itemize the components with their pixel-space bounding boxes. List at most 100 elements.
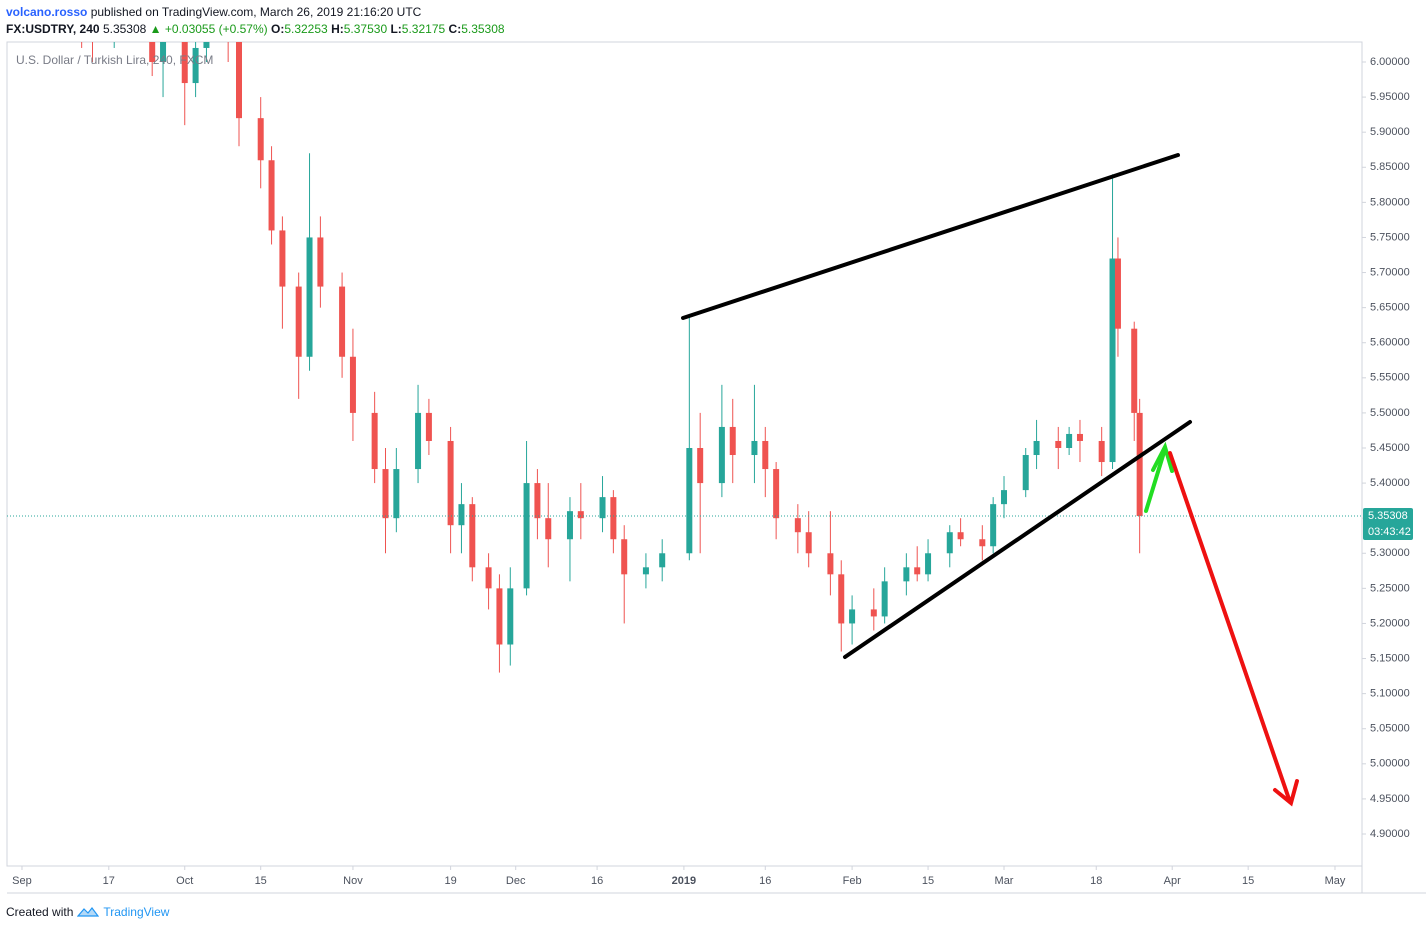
- candle-body: [485, 567, 492, 589]
- candle-body: [90, 27, 96, 34]
- ohlc-label: C:: [448, 22, 462, 36]
- symbol-info: FX:USDTRY, 240 5.35308 ▲ +0.03055 (+0.57…: [6, 22, 505, 36]
- ohlc-value: 5.35308: [461, 22, 505, 36]
- candle-body: [870, 609, 877, 617]
- y-tick-label: 5.80000: [1370, 196, 1410, 208]
- candle-body: [827, 553, 834, 575]
- candle-body: [914, 567, 921, 575]
- candle-body: [1055, 440, 1062, 448]
- candle-body: [496, 588, 503, 645]
- last-price-tag: [1363, 508, 1413, 541]
- candle-body: [306, 237, 313, 357]
- y-tick-label: 5.60000: [1370, 337, 1410, 349]
- red-arrow-head: [1273, 779, 1299, 807]
- candle-body: [192, 47, 199, 84]
- candle-body: [393, 469, 400, 519]
- candle-body: [268, 160, 275, 231]
- candle-body: [1109, 258, 1116, 463]
- y-tick-label: 5.25000: [1370, 582, 1410, 594]
- candle-body: [1131, 328, 1138, 413]
- candle-body: [718, 426, 725, 484]
- candle-body: [425, 412, 432, 441]
- x-tick-label: Nov: [343, 875, 363, 887]
- x-tick-label: 17: [103, 875, 115, 887]
- y-tick-label: 5.75000: [1370, 231, 1410, 243]
- candle-body: [545, 518, 552, 540]
- y-tick-label: 5.10000: [1370, 688, 1410, 700]
- ohlc: O:5.32253 H:5.37530 L:5.32175 C:5.35308: [271, 22, 505, 36]
- y-tick-label: 5.00000: [1370, 758, 1410, 770]
- candle-body: [1022, 455, 1029, 491]
- countdown: 03:43:42: [1368, 526, 1411, 538]
- plot-frame: [6, 41, 1363, 867]
- y-tick-label: 5.20000: [1370, 617, 1410, 629]
- candle-body: [1098, 440, 1105, 463]
- candle-body: [382, 469, 389, 519]
- candle-body: [1001, 490, 1008, 505]
- candle-body: [225, 27, 231, 41]
- x-tick-label: 2019: [672, 875, 696, 887]
- candle-body: [881, 581, 888, 617]
- candle-body: [849, 609, 856, 624]
- y-tick-label: 6.00000: [1370, 56, 1410, 68]
- x-tick-label: 16: [759, 875, 771, 887]
- candle-body: [181, 42, 188, 84]
- candle-body: [257, 118, 264, 161]
- candle-body: [729, 426, 736, 456]
- candle-body: [79, 0, 85, 27]
- publish-info: volcano.rosso published on TradingView.c…: [6, 5, 421, 19]
- candle-body: [697, 447, 704, 484]
- candle-body: [838, 574, 845, 624]
- candle-body: [659, 553, 666, 568]
- y-tick-label: 5.15000: [1370, 652, 1410, 664]
- candle-body: [111, 6, 117, 34]
- x-tick-label: Oct: [176, 875, 193, 887]
- candle-body: [1066, 433, 1073, 448]
- y-tick-label: 5.95000: [1370, 91, 1410, 103]
- candle-body: [349, 356, 356, 413]
- candle-body: [279, 230, 286, 287]
- candle-body: [925, 553, 932, 575]
- candle-body: [317, 237, 324, 287]
- price: 5.35308: [102, 22, 147, 36]
- ohlc-label: H:: [331, 22, 344, 36]
- candle-body: [507, 588, 514, 645]
- y-tick-label: 5.85000: [1370, 161, 1410, 173]
- candle-body: [523, 483, 530, 589]
- x-tick-label: 15: [922, 875, 934, 887]
- author[interactable]: volcano.rosso: [6, 5, 88, 19]
- y-tick-label: 4.95000: [1370, 793, 1410, 805]
- candle-body: [1033, 440, 1040, 456]
- x-tick-label: 19: [444, 875, 456, 887]
- footer-brand[interactable]: TradingView: [103, 905, 170, 919]
- footer: Created with TradingView: [6, 905, 169, 919]
- ohlc-value: 5.32175: [401, 22, 446, 36]
- candle-body: [236, 42, 243, 119]
- candle-body: [903, 567, 910, 582]
- y-tick-label: 5.65000: [1370, 302, 1410, 314]
- x-tick-label: 15: [1242, 875, 1254, 887]
- candle-body: [447, 440, 454, 526]
- y-tick-label: 5.05000: [1370, 723, 1410, 735]
- chart-title: U.S. Dollar / Turkish Lira, 240, FXCM: [16, 53, 213, 67]
- published: published on TradingView.com, March 26, …: [90, 5, 422, 19]
- change: ▲ +0.03055 (+0.57%): [149, 22, 268, 36]
- candle-body: [621, 539, 628, 575]
- support-line: [843, 420, 1192, 659]
- x-tick-label: Dec: [506, 875, 526, 887]
- x-tick-label: May: [1325, 875, 1346, 887]
- candle-body: [957, 532, 964, 540]
- y-tick-label: 4.90000: [1370, 828, 1410, 840]
- candle-body: [1076, 433, 1083, 441]
- y-tick-label: 5.70000: [1370, 266, 1410, 278]
- candle-body: [610, 497, 617, 540]
- ohlc-label: L:: [390, 22, 402, 36]
- green-arrow: [1144, 447, 1167, 513]
- candle-body: [1136, 412, 1143, 517]
- symbol: FX:USDTRY, 240: [6, 22, 100, 36]
- candle-body: [599, 497, 606, 519]
- x-tick-label: Mar: [995, 875, 1014, 887]
- candle-body: [577, 511, 584, 519]
- candle-body: [1114, 258, 1121, 329]
